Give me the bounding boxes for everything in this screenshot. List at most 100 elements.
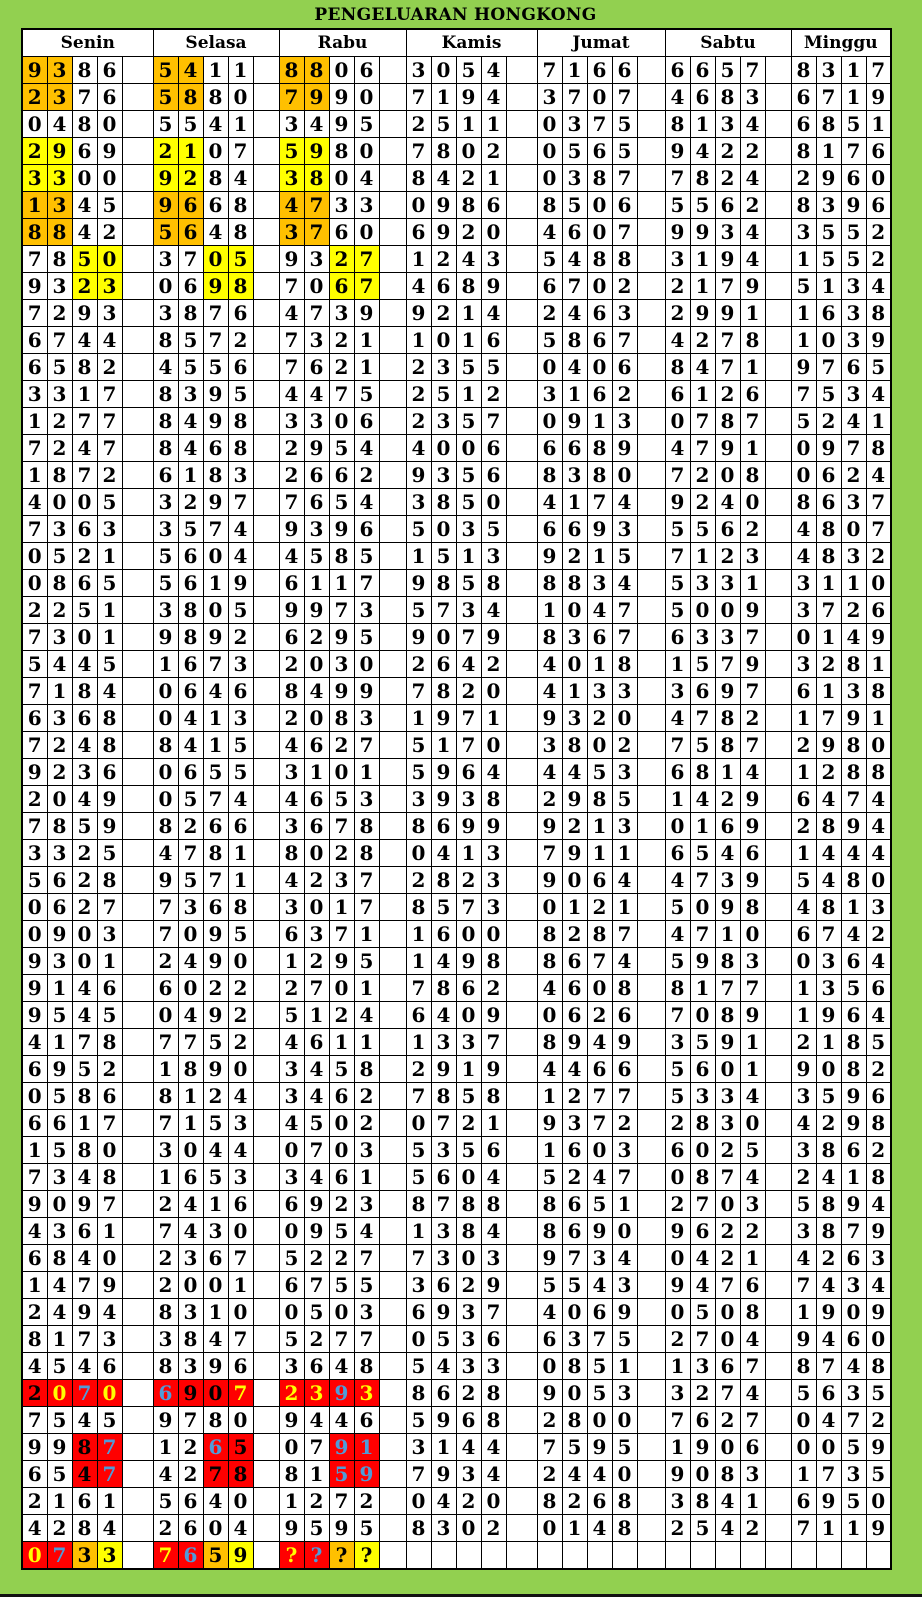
spacer-cell [121, 407, 154, 435]
digit-cell: 4 [71, 1244, 98, 1272]
digit-cell: 8 [405, 164, 432, 192]
digit-cell: 6 [353, 407, 380, 435]
digit-cell: 3 [405, 1271, 432, 1299]
digit-cell: 6 [21, 704, 48, 732]
digit-cell: 6 [790, 920, 817, 948]
digit-cell: 8 [611, 974, 638, 1002]
spacer-cell [636, 380, 666, 408]
digit-cell: 3 [536, 731, 563, 759]
spacer-cell [252, 596, 280, 624]
digit-cell: 9 [303, 83, 330, 111]
digit-cell: 7 [405, 1244, 432, 1272]
digit-cell: 5 [227, 245, 254, 273]
spacer-cell [505, 1055, 538, 1083]
spacer-cell [636, 1163, 666, 1191]
digit-cell: 5 [227, 731, 254, 759]
digit-cell: 0 [865, 1325, 892, 1353]
digit-cell: 5 [480, 515, 507, 543]
digit-cell: 8 [202, 1406, 229, 1434]
digit-cell: 6 [202, 812, 229, 840]
spacer-cell [378, 461, 407, 489]
digit-cell: 2 [561, 1082, 588, 1110]
spacer-cell [378, 191, 407, 219]
digit-cell: 8 [586, 785, 613, 813]
digit-cell: 3 [21, 164, 48, 192]
spacer-cell [378, 137, 407, 165]
header-row: Senin Selasa Rabu Kamis Jumat Sabtu Minggu [21, 28, 892, 57]
digit-cell: 5 [152, 1487, 179, 1515]
digit-cell: 2 [840, 596, 867, 624]
digit-cell: 9 [714, 893, 741, 921]
digit-cell: 9 [664, 488, 691, 516]
spacer-cell [764, 596, 792, 624]
digit-cell: 7 [96, 1460, 123, 1488]
digit-cell: 1 [353, 920, 380, 948]
digit-cell: 4 [303, 1163, 330, 1191]
spacer-cell [505, 299, 538, 327]
spacer-cell [252, 866, 280, 894]
digit-cell: 1 [353, 326, 380, 354]
spacer-cell [252, 1541, 280, 1570]
digit-cell: 7 [353, 1244, 380, 1272]
digit-cell: 4 [227, 1514, 254, 1542]
digit-cell: 3 [739, 83, 766, 111]
digit-cell: 0 [714, 1190, 741, 1218]
digit-cell: 8 [865, 299, 892, 327]
digit-cell: 4 [480, 83, 507, 111]
spacer-cell [121, 1055, 154, 1083]
digit-cell: 5 [152, 542, 179, 570]
spacer-cell [636, 542, 666, 570]
digit-cell: 2 [303, 1325, 330, 1353]
digit-cell: 0 [689, 1460, 716, 1488]
digit-cell: 8 [71, 353, 98, 381]
digit-cell: 2 [152, 137, 179, 165]
digit-cell: 8 [71, 1514, 98, 1542]
digit-cell: 1 [455, 299, 482, 327]
digit-cell: 6 [21, 1244, 48, 1272]
digit-cell: 1 [689, 542, 716, 570]
spacer-cell [764, 1109, 792, 1137]
digit-cell: 3 [586, 677, 613, 705]
spacer-cell [764, 866, 792, 894]
digit-cell: 5 [177, 785, 204, 813]
digit-cell: 7 [328, 380, 355, 408]
digit-cell: 8 [480, 1379, 507, 1407]
digit-cell: 2 [664, 299, 691, 327]
spacer-cell [121, 434, 154, 462]
digit-cell: 4 [202, 218, 229, 246]
digit-cell: 8 [177, 1055, 204, 1083]
digit-cell: 5 [790, 866, 817, 894]
spacer-cell [378, 1271, 407, 1299]
spacer-cell [636, 299, 666, 327]
digit-cell: 4 [536, 488, 563, 516]
digit-cell: 9 [586, 1217, 613, 1245]
digit-cell: 4 [71, 1406, 98, 1434]
spacer-cell [378, 569, 407, 597]
spacer-cell [505, 1379, 538, 1407]
spacer-cell [252, 920, 280, 948]
digit-cell: 7 [71, 83, 98, 111]
spacer-cell [121, 1460, 154, 1488]
digit-cell: 7 [405, 137, 432, 165]
digit-cell: 1 [21, 1271, 48, 1299]
digit-cell: 4 [152, 839, 179, 867]
digit-cell: 3 [177, 893, 204, 921]
spacer-cell [636, 596, 666, 624]
spacer-cell [121, 974, 154, 1002]
spacer-cell [764, 920, 792, 948]
digit-cell: 3 [561, 1109, 588, 1137]
digit-cell: 7 [611, 623, 638, 651]
digit-cell: 2 [328, 353, 355, 381]
digit-cell: 8 [227, 1460, 254, 1488]
digit-cell: 4 [586, 1163, 613, 1191]
digit-cell: 9 [202, 1001, 229, 1029]
digit-cell: 9 [536, 704, 563, 732]
digit-cell: 3 [353, 785, 380, 813]
digit-cell: 7 [865, 515, 892, 543]
digit-cell: 0 [353, 650, 380, 678]
spacer-cell [121, 704, 154, 732]
digit-cell: 5 [840, 1487, 867, 1515]
spacer-cell [764, 407, 792, 435]
